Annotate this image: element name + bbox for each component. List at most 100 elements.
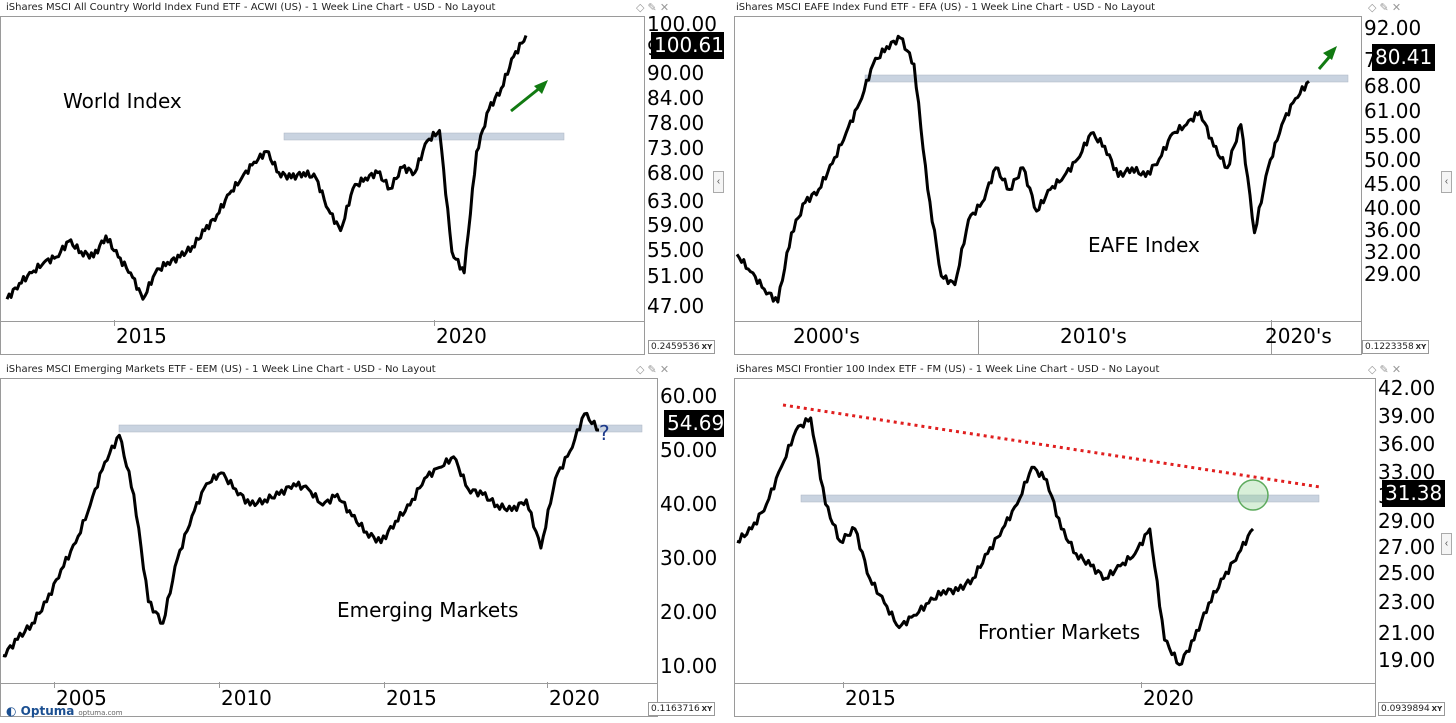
y-tick-label: 60.00 [660,384,718,408]
collapse-handle[interactable]: ‹ [1441,171,1452,193]
y-tick-label: 10.00 [660,654,718,678]
scale-ratio[interactable]: 0.1223358 XY [1362,340,1430,354]
y-tick-label: 47.00 [647,294,705,318]
y-tick-label: 51.00 [647,264,705,288]
price-chart-svg [5,34,565,301]
resistance-band [800,494,1320,503]
diamond-icon[interactable]: ◇ [636,364,645,376]
last-price-badge: 80.41 [1372,44,1436,71]
y-tick-label: 55.00 [1364,124,1422,148]
y-tick-label: 90.00 [647,61,705,85]
pin-icon[interactable]: ✎ [647,2,657,14]
x-axis: 2015 2020 [0,320,645,355]
plot-area[interactable]: ? Emerging Markets [0,378,658,684]
x-axis: 2005 2010 2015 2020 [0,682,658,717]
up-arrow [510,85,542,113]
x-tick-mark [54,682,55,688]
diamond-icon[interactable]: ◇ [636,2,645,14]
x-tick-mark [978,320,979,354]
scale-ratio[interactable]: 0.2459536 XY [648,340,716,354]
highlight-circle [1237,479,1269,511]
y-axis: 100.0096.0090.0084.0078.0073.0068.0063.0… [645,16,723,320]
collapse-handle[interactable]: ‹ [1441,533,1452,555]
annotation-label: World Index [63,89,182,113]
plot-area[interactable]: World Index [0,16,645,322]
chart-panel-acwi: iShares MSCI All Country World Index Fun… [0,0,724,356]
scale-ratio[interactable]: 0.0939894 XY [1378,702,1446,716]
scale-ratio[interactable]: 0.1163716 XY [648,702,716,716]
x-tick-mark [1271,320,1272,354]
y-tick-label: 78.00 [647,111,705,135]
price-series-line [736,416,1255,667]
y-tick-label: 61.00 [1364,99,1422,123]
y-tick-label: 59.00 [647,213,705,237]
annotation-label: Frontier Markets [978,620,1141,644]
price-series-line [2,411,599,658]
y-tick-label: 50.00 [1364,148,1422,172]
y-tick-label: 36.00 [1378,432,1436,456]
pin-icon[interactable]: ✎ [1379,2,1389,14]
x-tick-mark [219,682,220,688]
panel-title: iShares MSCI All Country World Index Fun… [6,2,496,13]
plot-area[interactable]: EAFE Index [734,16,1362,322]
x-tick-mark [434,320,435,326]
x-tick-label: 2020 [549,686,600,710]
panel-toolbar: ◇ ✎ ✕ [1368,363,1401,376]
panel-title: iShares MSCI EAFE Index Fund ETF - EFA (… [736,2,1156,13]
y-tick-label: 30.00 [660,546,718,570]
y-tick-label: 68.00 [647,161,705,185]
close-icon[interactable]: ✕ [659,2,670,14]
y-tick-label: 84.00 [647,86,705,110]
pin-icon[interactable]: ✎ [647,364,657,376]
y-tick-label: 25.00 [1378,561,1436,585]
price-chart-svg [735,34,1349,304]
annotation-label: EAFE Index [1088,233,1200,257]
y-tick-label: 40.00 [1364,196,1422,220]
y-tick-label: 73.00 [647,136,705,160]
last-price-badge: 31.38 [1382,480,1446,507]
price-series-line [5,34,528,301]
x-tick-mark [384,682,385,688]
last-price-badge: 54.69 [664,410,724,437]
chart-panel-eem: iShares MSCI Emerging Markets ETF - EEM … [0,362,724,718]
panel-title: iShares MSCI Frontier 100 Index ETF - FM… [736,364,1160,375]
x-tick-label: 2020 [436,324,487,348]
y-tick-label: 27.00 [1378,535,1436,559]
x-tick-label: 2020's [1265,324,1332,348]
logo-name: Optuma [20,704,75,718]
y-tick-label: 50.00 [660,438,718,462]
price-chart-svg [2,411,643,658]
x-axis: 2000's 2010's 2020's [734,320,1362,355]
price-series-line [735,34,1310,304]
y-tick-label: 23.00 [1378,590,1436,614]
logo-mark-icon: ◐ [6,704,17,718]
panel-toolbar: ◇ ✎ ✕ [636,1,669,14]
plot-area[interactable]: Frontier Markets [734,378,1376,684]
pin-icon[interactable]: ✎ [1379,364,1389,376]
x-tick-mark [1141,682,1142,688]
y-axis: 42.0039.0036.0033.0031.0029.0027.0025.00… [1376,378,1446,682]
y-tick-label: 39.00 [1378,404,1436,428]
diamond-icon[interactable]: ◇ [1368,364,1377,376]
close-icon[interactable]: ✕ [1391,2,1402,14]
panel-title: iShares MSCI Emerging Markets ETF - EEM … [6,364,436,375]
diamond-icon[interactable]: ◇ [1368,2,1377,14]
x-tick-label: 2015 [116,324,167,348]
optuma-logo: ◐ Optuma optuma.com [6,704,123,718]
x-tick-label: 2005 [56,686,107,710]
y-tick-label: 92.00 [1364,16,1422,40]
resistance-band [283,132,565,141]
collapse-handle[interactable]: ‹ [713,171,724,193]
y-tick-label: 40.00 [660,492,718,516]
y-tick-label: 68.00 [1364,74,1422,98]
x-tick-label: 2015 [845,686,896,710]
close-icon[interactable]: ✕ [659,364,670,376]
x-tick-label: 2010 [221,686,272,710]
y-tick-label: 55.00 [647,238,705,262]
chart-panel-fm: iShares MSCI Frontier 100 Index ETF - FM… [730,362,1456,718]
question-mark: ? [599,421,610,445]
panel-toolbar: ◇ ✎ ✕ [1368,1,1401,14]
close-icon[interactable]: ✕ [1391,364,1402,376]
x-tick-mark [843,682,844,688]
up-arrow-head [534,80,548,94]
